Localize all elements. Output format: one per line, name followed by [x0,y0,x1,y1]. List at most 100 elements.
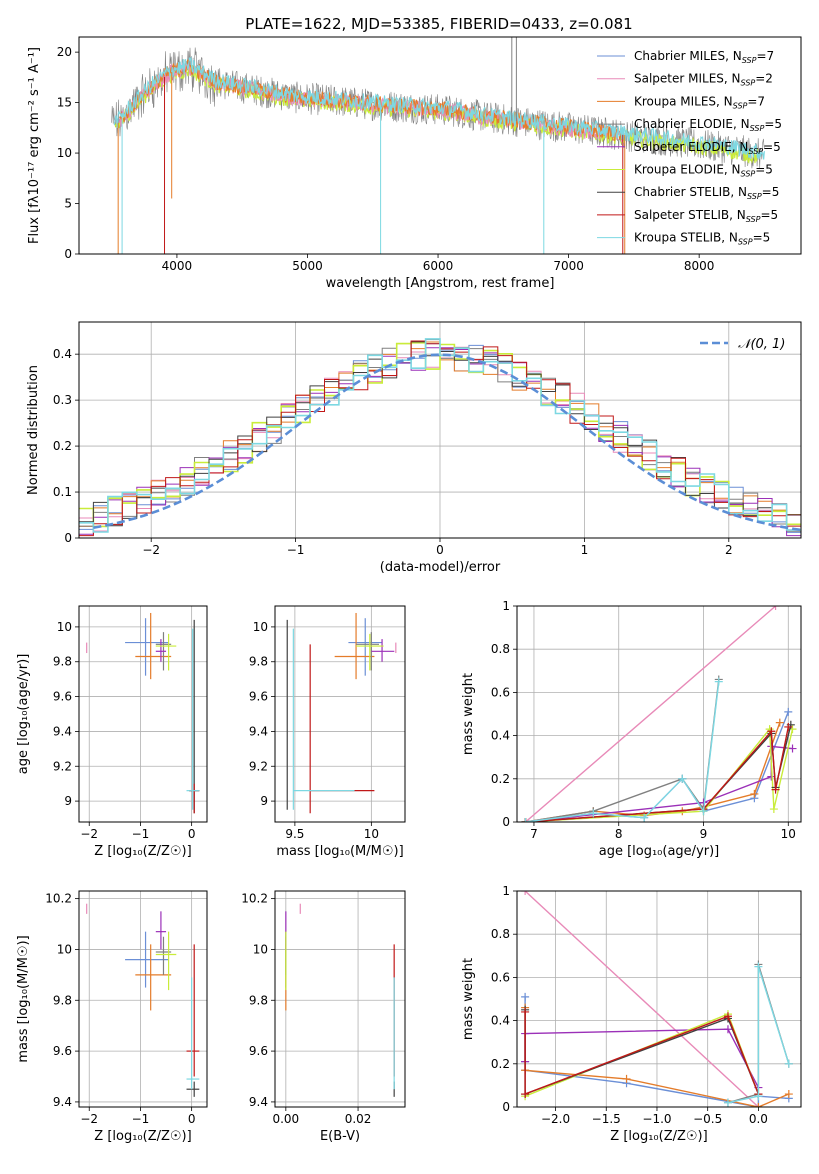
legend-subscript: SSP [741,79,756,88]
series-marker [767,727,776,736]
x-tick-label: 8 [615,827,623,841]
y-tick-label: 0.2 [491,1057,510,1071]
x-axis-label: Z [log₁₀(Z/Z☉)] [610,1129,707,1144]
series-marker [714,677,723,686]
panel-mass_vs_Z: −2 −1 0 9.4 9.6 9.8 10 10.2 Z [log₁₀(Z/Z☉)] mass … [16,890,208,1144]
x-tick-label: −0.5 [693,1112,722,1126]
x-tick-label: 7 [530,827,538,841]
axes-frame [78,890,208,1108]
legend-label: 𝒩(0, 1) [738,337,785,352]
x-tick-label: 0 [188,827,196,841]
y-tick-label: 0.6 [491,685,510,699]
y-axis-label: mass [log₁₀(M/M☉)] [16,935,31,1062]
series-marker [521,1007,530,1016]
legend-label: Chabrier ELODIE, NSSP=5 [634,117,782,133]
y-tick-label: 9 [64,794,72,808]
y-tick-label: 0 [64,247,72,261]
axes-frame [274,605,406,823]
series-line [525,681,720,822]
y-tick-label: 10 [57,146,72,160]
x-axis-label: mass [log₁₀(M/M☉)] [276,844,403,859]
plot-area [79,338,801,537]
x-tick-label: 1 [581,543,589,557]
legend-label: Chabrier STELIB, NSSP=5 [634,185,779,201]
series-marker [754,1092,763,1101]
series-line [524,891,759,1107]
series-marker [678,774,687,783]
x-tick-label: 10 [364,827,379,841]
y-tick-label: 9.6 [249,1044,268,1058]
series-marker [723,1098,732,1107]
y-tick-label: 0 [64,531,72,545]
spectrum-legend: Chabrier MILES, NSSP=7 Salpeter MILES, NS… [597,49,782,247]
x-axis-label: Z [log₁₀(Z/Z☉)] [94,1129,191,1144]
series-marker [723,1012,732,1021]
x-tick-label: −1.5 [592,1112,621,1126]
y-tick-label: 10.2 [45,892,72,906]
panel-weight_vs_age: 7 8 9 10 0 0.2 0.4 0.6 0.8 1 age [log₁₀(age/yr)] ma… [461,599,802,859]
y-tick-label: 0.1 [53,485,72,499]
x-axis-label: age [log₁₀(age/yr)] [599,844,720,859]
y-tick-label: 9.2 [249,759,268,773]
y-tick-label: 0.2 [53,439,72,453]
y-tick-label: 9.4 [249,724,268,738]
series-marker [754,962,763,971]
legend-label: Salpeter STELIB, NSSP=5 [634,208,778,224]
x-tick-label: 8000 [684,259,715,273]
x-tick-label: 2 [725,543,733,557]
y-tick-label: 9.6 [53,1044,72,1058]
legend-label: Kroupa STELIB, NSSP=5 [634,231,770,247]
legend-subscript: SSP [747,192,762,201]
y-tick-label: 9.8 [53,655,72,669]
x-axis-label: Z [log₁₀(Z/Z☉)] [94,844,191,859]
histogram-step [79,338,801,533]
legend-count: =5 [753,231,771,245]
y-axis-label: Normed distribution [26,365,41,495]
y-tick-label: 20 [57,45,72,59]
x-tick-label: −2 [142,543,160,557]
x-tick-label: −1 [132,827,150,841]
x-axis-label: (data-model)/error [380,560,501,575]
y-tick-label: 9.4 [53,1095,72,1109]
legend-count: =7 [756,49,774,63]
legend-subscript: SSP [748,147,763,156]
x-tick-label: 9 [700,827,708,841]
y-tick-label: 1 [502,884,510,898]
y-tick-label: 10.2 [241,892,268,906]
series-marker [784,1090,793,1099]
axes-frame [78,605,208,823]
legend-subscript: SSP [746,215,761,224]
series-marker [754,1103,763,1107]
figure-title: PLATE=1622, MJD=53385, FIBERID=0433, z=0… [245,15,632,33]
y-tick-label: 0.8 [491,642,510,656]
legend-subscript: SSP [750,124,765,133]
plot-area [86,903,200,1097]
series-marker [775,718,784,727]
legend-label: Kroupa MILES, NSSP=7 [634,94,765,110]
y-tick-label: 15 [57,96,72,110]
series-marker [723,1025,732,1034]
series-marker [521,891,530,895]
y-tick-label: 10 [57,620,72,634]
series-marker [750,789,759,798]
y-tick-label: 0.4 [53,347,72,361]
y-tick-label: 0.6 [491,970,510,984]
legend-count: =7 [747,94,765,108]
series-line [727,966,790,1104]
legend-label: Chabrier MILES, NSSP=7 [634,49,774,65]
x-tick-label: 4000 [162,259,193,273]
panel-spectrum: 4000 5000 6000 7000 8000 0 5 10 15 20 wavelength [… [27,36,802,291]
y-tick-label: 10 [253,620,268,634]
legend-label: Kroupa ELODIE, NSSP=5 [634,163,773,179]
x-tick-label: −1.0 [642,1112,671,1126]
y-tick-label: 9.8 [249,655,268,669]
x-axis-label: wavelength [Angstrom, rest frame] [326,276,555,291]
x-tick-label: 0 [436,543,444,557]
legend-label: Salpeter ELODIE, NSSP=5 [634,140,781,156]
y-tick-label: 9.2 [53,759,72,773]
y-tick-label: 9.4 [53,724,72,738]
axes-frame [78,321,802,539]
legend-label: Salpeter MILES, NSSP=2 [634,72,773,88]
series-marker [784,1059,793,1068]
y-tick-label: 0.4 [491,1014,510,1028]
